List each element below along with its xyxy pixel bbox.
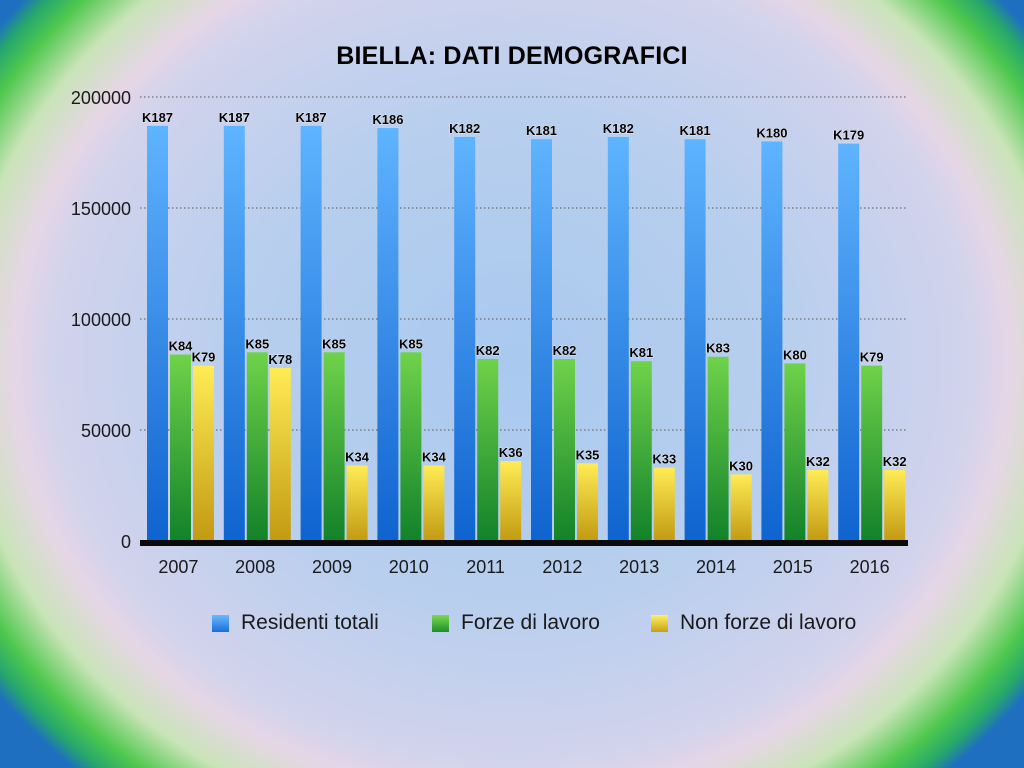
bar-non-forze-di-lavoro-2009 xyxy=(346,465,368,541)
x-tick-label: 2012 xyxy=(542,557,582,577)
y-tick-label: 150000 xyxy=(71,199,131,219)
data-label: K30 xyxy=(729,458,753,473)
data-labels: K187 K187 K187 K186 K182 K181 K182 K181 K180 K179… xyxy=(142,110,907,474)
bar-residenti-totali-2009 xyxy=(300,125,322,542)
bar-residenti-totali-2013 xyxy=(607,136,629,541)
bar-forze-di-lavoro-2016 xyxy=(861,365,883,541)
bar-non-forze-di-lavoro-2015 xyxy=(807,469,829,541)
legend-item-residenti: Residenti totali xyxy=(212,611,379,635)
x-tick-label: 2016 xyxy=(850,557,890,577)
x-tick-label: 2009 xyxy=(312,557,352,577)
data-label: K180 xyxy=(756,125,787,140)
legend: Residenti totali Forze di lavoro Non for… xyxy=(0,611,1024,637)
bar-non-forze-di-lavoro-2014 xyxy=(730,474,752,541)
legend-item-non-forze: Non forze di lavoro xyxy=(651,611,856,635)
data-label: K82 xyxy=(553,343,577,358)
data-label: K181 xyxy=(680,123,711,138)
data-label: K83 xyxy=(706,341,730,356)
bar-forze-di-lavoro-2008 xyxy=(246,352,268,541)
y-axis: 0 50000 100000 150000 200000 xyxy=(71,88,131,552)
x-tick-label: 2014 xyxy=(696,557,736,577)
data-label: K85 xyxy=(399,336,423,351)
bar-non-forze-di-lavoro-2016 xyxy=(884,469,906,541)
x-tick-label: 2010 xyxy=(389,557,429,577)
chart-title: BIELLA: DATI DEMOGRAFICI xyxy=(336,42,688,70)
legend-label-residenti: Residenti totali xyxy=(241,611,379,634)
data-label: K32 xyxy=(883,454,907,469)
bar-residenti-totali-2016 xyxy=(838,143,860,541)
bar-forze-di-lavoro-2011 xyxy=(477,358,499,541)
data-label: K85 xyxy=(322,336,346,351)
bar-non-forze-di-lavoro-2011 xyxy=(500,461,522,541)
bar-residenti-totali-2015 xyxy=(761,141,783,541)
x-tick-label: 2011 xyxy=(466,557,505,577)
x-tick-label: 2015 xyxy=(773,557,813,577)
data-label: K80 xyxy=(783,347,807,362)
data-label: K186 xyxy=(372,112,403,127)
data-label: K36 xyxy=(499,445,523,460)
bar-forze-di-lavoro-2014 xyxy=(707,356,729,541)
y-tick-label: 100000 xyxy=(71,310,131,330)
bar-residenti-totali-2014 xyxy=(684,139,706,541)
legend-swatch-residenti xyxy=(212,614,229,632)
data-label: K187 xyxy=(142,110,173,125)
bar-non-forze-di-lavoro-2013 xyxy=(653,467,675,541)
bar-residenti-totali-2007 xyxy=(147,125,168,542)
x-axis: 2007 2008 2009 2010 2011 2012 2013 2014 2015 2016 xyxy=(140,540,908,577)
data-label: K34 xyxy=(345,450,370,465)
bar-forze-di-lavoro-2010 xyxy=(400,352,422,541)
data-label: K82 xyxy=(476,343,500,358)
bar-residenti-totali-2008 xyxy=(223,125,245,542)
legend-item-forze: Forze di lavoro xyxy=(432,611,600,635)
data-label: K79 xyxy=(860,350,884,365)
bar-residenti-totali-2011 xyxy=(454,136,476,541)
legend-label-non-forze: Non forze di lavoro xyxy=(680,611,857,634)
bar-residenti-totali-2012 xyxy=(531,139,552,541)
bar-non-forze-di-lavoro-2010 xyxy=(423,465,445,541)
x-tick-label: 2007 xyxy=(158,557,198,577)
bar-non-forze-di-lavoro-2007 xyxy=(193,365,214,541)
x-tick-label: 2008 xyxy=(235,557,275,577)
data-label: K85 xyxy=(245,336,269,351)
x-tick-label: 2013 xyxy=(619,557,659,577)
data-label: K33 xyxy=(652,452,676,467)
data-label: K79 xyxy=(192,350,216,365)
data-label: K34 xyxy=(422,450,447,465)
data-label: K179 xyxy=(833,128,864,143)
y-tick-label: 50000 xyxy=(81,421,131,441)
data-label: K81 xyxy=(629,345,653,360)
bar-non-forze-di-lavoro-2008 xyxy=(269,367,291,541)
data-label: K181 xyxy=(526,123,557,138)
data-label: K187 xyxy=(219,110,250,125)
data-label: K84 xyxy=(169,339,194,354)
bar-forze-di-lavoro-2013 xyxy=(630,361,652,541)
bar-non-forze-di-lavoro-2012 xyxy=(577,463,598,541)
legend-swatch-forze xyxy=(432,614,449,632)
y-tick-label: 200000 xyxy=(71,88,131,108)
y-tick-label: 0 xyxy=(121,532,131,552)
bar-forze-di-lavoro-2009 xyxy=(323,352,345,541)
legend-label-forze: Forze di lavoro xyxy=(461,611,600,634)
bar-residenti-totali-2010 xyxy=(377,128,399,541)
data-label: K187 xyxy=(296,110,327,125)
bar-forze-di-lavoro-2007 xyxy=(170,354,191,541)
data-label: K78 xyxy=(268,352,292,367)
data-label: K182 xyxy=(449,121,480,136)
data-label: K32 xyxy=(806,454,830,469)
legend-swatch-non-forze xyxy=(651,614,668,632)
bar-forze-di-lavoro-2012 xyxy=(554,358,575,541)
bar-forze-di-lavoro-2015 xyxy=(784,363,806,541)
data-label: K182 xyxy=(603,121,634,136)
bars xyxy=(147,125,906,542)
x-axis-baseline xyxy=(140,540,908,546)
data-label: K35 xyxy=(576,447,600,462)
